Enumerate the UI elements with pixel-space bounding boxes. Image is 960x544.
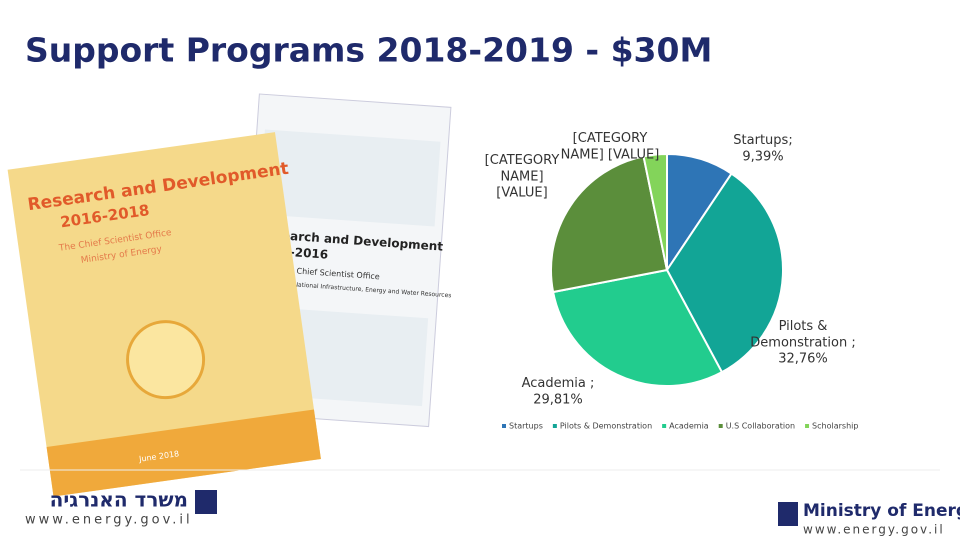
legend-label: Startups <box>509 422 543 431</box>
emblem <box>195 490 217 514</box>
emblem <box>778 502 798 526</box>
footer-ministry: Ministry of Energy <box>803 501 960 521</box>
legend-swatch <box>805 424 810 428</box>
pie-chart: Startups; 9,39% Pilots & Demonstration ; 32,… <box>485 131 859 431</box>
pie-slice <box>550 155 669 294</box>
data-label: [CATEGORY NAME] [VALUE] <box>485 153 560 201</box>
footer-url: www.energy.gov.il <box>803 523 945 537</box>
book-background <box>7 132 321 497</box>
legend-swatch <box>662 424 667 428</box>
legend-swatch <box>718 424 723 428</box>
footer-url: www.energy.gov.il <box>25 513 193 528</box>
data-label: Pilots & Demonstration ; 32,76% <box>750 319 855 367</box>
book-band <box>46 409 321 497</box>
legend-label: Academia <box>669 422 709 431</box>
footer-hebrew: משרד האנרגיה <box>50 488 188 512</box>
pie-slice <box>551 268 724 387</box>
legend-swatch <box>552 424 557 428</box>
data-label: Startups; 9,39% <box>733 133 792 164</box>
legend-label: Scholarship <box>812 422 858 431</box>
icon-grid <box>258 129 441 227</box>
data-label: [CATEGORY NAME] [VALUE] <box>561 131 660 162</box>
slide-title: Support Programs 2018-2019 - $30M <box>25 31 712 70</box>
legend-label: Pilots & Demonstration <box>560 422 652 431</box>
legend-label: U.S Collaboration <box>726 422 795 431</box>
bulb-icon <box>126 320 206 400</box>
data-label: Academia ; 29,81% <box>522 376 595 407</box>
legend-swatch <box>502 424 506 428</box>
pie-slice <box>642 152 668 271</box>
book-cover: Research and Development 2016-2018 The C… <box>7 132 321 497</box>
